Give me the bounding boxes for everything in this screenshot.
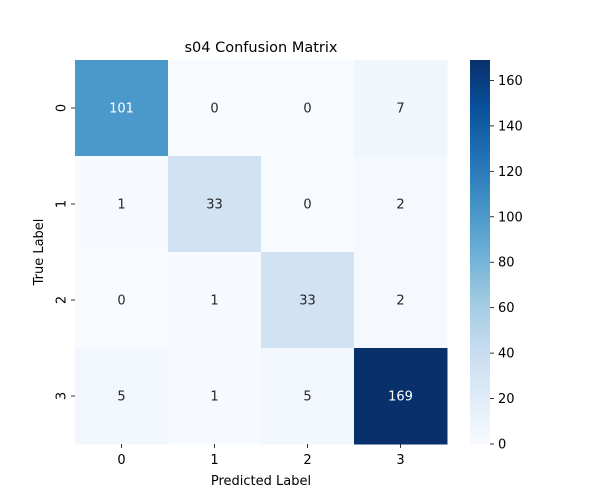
- heatmap-cell-r3-c3: [354, 348, 448, 445]
- heatmap-cell-r0-c1: [168, 60, 262, 157]
- colorbar-gradient: [470, 60, 490, 444]
- heatmap-cell-r0-c2: [261, 60, 355, 157]
- heatmap-cell-r1-c2: [261, 156, 355, 253]
- y-tick-label-3: 3: [55, 392, 70, 400]
- heatmap-cell-r1-c3: [354, 156, 448, 253]
- cell-value-label-r0-c3: 7: [396, 102, 404, 117]
- colorbar-tick-label-7: 140: [498, 119, 523, 134]
- heatmap-cell-r1-c1: [168, 156, 262, 253]
- heatmap-cell-r2-c2: [261, 252, 355, 349]
- heatmap-cell-r0-c3: [354, 60, 448, 157]
- colorbar-tick-label-2: 40: [498, 347, 515, 362]
- cell-value-label-r1-c2: 0: [303, 198, 311, 213]
- colorbar-tick-label-6: 120: [498, 165, 523, 180]
- x-tick-label-0: 0: [117, 453, 125, 468]
- cell-value-label-r2-c0: 0: [117, 294, 125, 309]
- x-tick-label-2: 2: [303, 453, 311, 468]
- cell-value-label-r1-c1: 33: [206, 198, 223, 213]
- cell-value-label-r0-c1: 0: [210, 102, 218, 117]
- cell-value-label-r3-c1: 1: [210, 390, 218, 405]
- y-axis: 0 1 2 3: [55, 104, 75, 400]
- colorbar-tick-label-0: 0: [498, 438, 506, 453]
- heatmap-cell-r3-c0: [75, 348, 169, 445]
- chart-title: s04 Confusion Matrix: [184, 40, 337, 56]
- x-axis-label: Predicted Label: [211, 474, 311, 489]
- x-axis: 0 1 2 3: [117, 444, 405, 468]
- cell-value-label-r0-c0: 101: [109, 102, 134, 117]
- heatmap-cell-r3-c2: [261, 348, 355, 445]
- colorbar-ticks: 0 20 40 60 80 100 120 140 160: [490, 74, 523, 453]
- colorbar-tick-label-4: 80: [498, 256, 515, 271]
- y-axis-label: True Label: [32, 219, 47, 287]
- x-tick-label-3: 3: [396, 453, 404, 468]
- heatmap-cell-r2-c3: [354, 252, 448, 349]
- colorbar-tick-label-8: 160: [498, 74, 523, 89]
- y-tick-label-0: 0: [55, 104, 70, 112]
- heatmap-cell-r2-c1: [168, 252, 262, 349]
- heatmap-cells: [75, 60, 448, 445]
- y-tick-label-2: 2: [55, 296, 70, 304]
- cell-value-label-r3-c2: 5: [303, 390, 311, 405]
- y-tick-label-1: 1: [55, 200, 70, 208]
- cell-value-label-r3-c0: 5: [117, 390, 125, 405]
- cell-value-label-r2-c3: 2: [396, 294, 404, 309]
- heatmap-cell-labels: 101 0 0 7 1 33 0 2 0 1 33 2 5 1 5 169: [109, 102, 413, 405]
- cell-value-label-r3-c3: 169: [388, 390, 413, 405]
- x-tick-label-1: 1: [210, 453, 218, 468]
- colorbar-tick-label-5: 100: [498, 210, 523, 225]
- heatmap-cell-r2-c0: [75, 252, 169, 349]
- cell-value-label-r2-c1: 1: [210, 294, 218, 309]
- heatmap-cell-r1-c0: [75, 156, 169, 253]
- colorbar-tick-label-1: 20: [498, 392, 515, 407]
- cell-value-label-r1-c0: 1: [117, 198, 125, 213]
- cell-value-label-r1-c3: 2: [396, 198, 404, 213]
- colorbar: [470, 60, 490, 444]
- cell-value-label-r0-c2: 0: [303, 102, 311, 117]
- heatmap-cell-r0-c0: [75, 60, 169, 157]
- heatmap-cell-r3-c1: [168, 348, 262, 445]
- cell-value-label-r2-c2: 33: [299, 294, 316, 309]
- colorbar-tick-label-3: 60: [498, 301, 515, 316]
